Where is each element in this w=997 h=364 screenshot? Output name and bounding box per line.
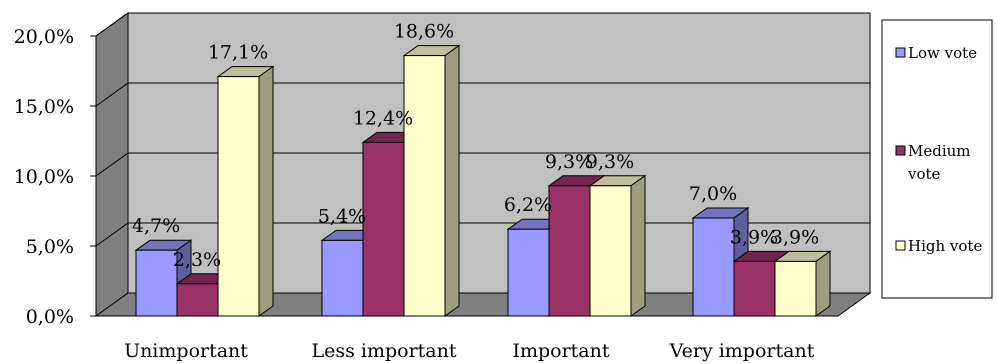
bar-front-face: [135, 249, 178, 317]
data-labels: 4,7% 2,3% 17,1% 5,4% 12,4% 18,6% 6,2% 9,3%9,3% 7…: [132, 21, 819, 271]
bar-front-face: [321, 239, 364, 317]
bar: [402, 44, 461, 317]
data-label: 3,9%: [730, 226, 778, 248]
bar-front-face: [362, 141, 405, 317]
gridline: [95, 82, 870, 107]
data-label: 18,6%: [394, 21, 454, 43]
x-tick-label: Important: [512, 340, 609, 362]
bar-side-face: [630, 174, 646, 317]
y-tick-label: 5,0%: [26, 236, 74, 258]
bar-side-face: [444, 44, 460, 317]
bar: [773, 250, 832, 317]
data-label: 3,9%: [771, 226, 819, 248]
y-tick-label: 20,0%: [14, 26, 74, 48]
y-tick-label: 15,0%: [14, 96, 74, 118]
x-tick-label: Unimportant: [124, 340, 248, 362]
data-label: 2,3%: [173, 249, 221, 271]
bar-front-face: [176, 283, 219, 317]
legend-swatch-high-vote: [895, 240, 906, 251]
bar: [588, 174, 647, 317]
bar-front-face: [507, 228, 550, 317]
legend-swatch-medium-vote: [895, 145, 906, 156]
data-label: 6,2%: [504, 194, 552, 216]
y-axis: 0,0% 5,0% 10,0% 15,0% 20,0%: [14, 26, 97, 328]
legend-box: [881, 19, 993, 299]
legend-label-low-vote: Low vote: [908, 44, 977, 62]
legend-label-high-vote: High vote: [908, 237, 982, 255]
data-label: 12,4%: [353, 107, 413, 129]
data-label: 4,7%: [132, 215, 180, 237]
x-axis: Unimportant Less important Important Very i…: [124, 340, 815, 362]
data-label: 5,4%: [318, 205, 366, 227]
bar-front-face: [589, 185, 632, 317]
bar: [216, 65, 275, 317]
bar-front-face: [733, 260, 776, 317]
legend-swatch-low-vote: [895, 47, 906, 58]
y-tick-label: 10,0%: [14, 166, 74, 188]
bar-front-face: [774, 260, 817, 317]
bar-side-face: [258, 65, 274, 317]
x-tick-label: Very important: [669, 340, 815, 362]
x-tick-label: Less important: [311, 340, 456, 362]
bar-front-face: [548, 185, 591, 317]
gridline: [95, 12, 870, 37]
legend-label-medium-vote: Medium vote: [907, 142, 975, 183]
data-label: 9,3%: [545, 151, 593, 173]
bar-side-face: [815, 250, 831, 317]
bar-front-face: [692, 217, 735, 317]
y-tick-label: 0,0%: [26, 306, 74, 328]
bar-front-face: [403, 55, 446, 317]
data-label: 17,1%: [208, 42, 268, 64]
data-label: 7,0%: [689, 183, 737, 205]
gridline: [95, 152, 870, 177]
data-label: 9,3%: [586, 151, 634, 173]
bars: [134, 44, 832, 317]
bar-front-face: [217, 76, 260, 317]
